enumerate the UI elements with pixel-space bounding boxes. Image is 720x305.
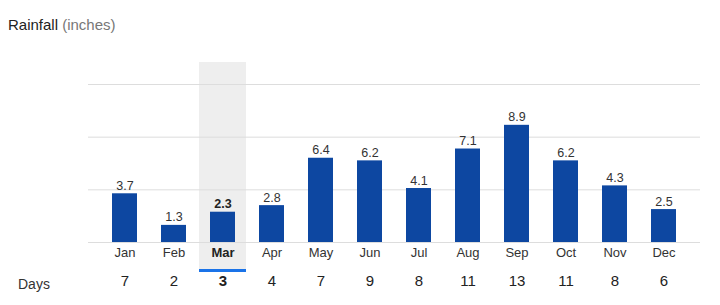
svg-text:8.9: 8.9 [508,110,525,124]
svg-text:Dec: Dec [652,245,676,260]
svg-text:Jun: Jun [360,245,381,260]
svg-text:Jul: Jul [411,245,428,260]
svg-text:6.2: 6.2 [361,146,378,160]
svg-text:11: 11 [460,272,476,289]
svg-text:Oct: Oct [556,245,577,260]
svg-text:7: 7 [121,272,129,289]
svg-text:Apr: Apr [262,245,283,260]
html-text:Rainfall (inches): Rainfall (inches) [8,16,116,33]
svg-text:4.3: 4.3 [606,171,623,185]
svg-text:4: 4 [268,272,276,289]
svg-text:Nov: Nov [603,245,627,260]
svg-text:2: 2 [170,272,178,289]
svg-text:8: 8 [611,272,619,289]
svg-text:2.5: 2.5 [655,195,672,209]
svg-text:6.2: 6.2 [557,146,574,160]
svg-text:2.3: 2.3 [214,197,231,211]
svg-text:6.4: 6.4 [312,143,329,157]
svg-text:3.7: 3.7 [116,179,133,193]
svg-text:May: May [309,245,334,260]
html-text:Days: Days [18,276,50,292]
svg-text:8: 8 [415,272,423,289]
svg-text:Aug: Aug [456,245,479,260]
svg-text:7.1: 7.1 [459,134,476,148]
svg-text:Feb: Feb [163,245,185,260]
svg-text:Sep: Sep [505,245,528,260]
svg-text:Jan: Jan [115,245,136,260]
svg-text:9: 9 [366,272,374,289]
svg-text:3: 3 [219,272,227,289]
svg-text:6: 6 [660,272,668,289]
svg-text:11: 11 [558,272,574,289]
svg-text:4.1: 4.1 [410,174,427,188]
svg-text:13: 13 [509,272,526,289]
svg-text:2.8: 2.8 [263,191,280,205]
svg-text:Mar: Mar [211,245,234,260]
svg-text:1.3: 1.3 [165,210,182,224]
svg-text:7: 7 [317,272,325,289]
